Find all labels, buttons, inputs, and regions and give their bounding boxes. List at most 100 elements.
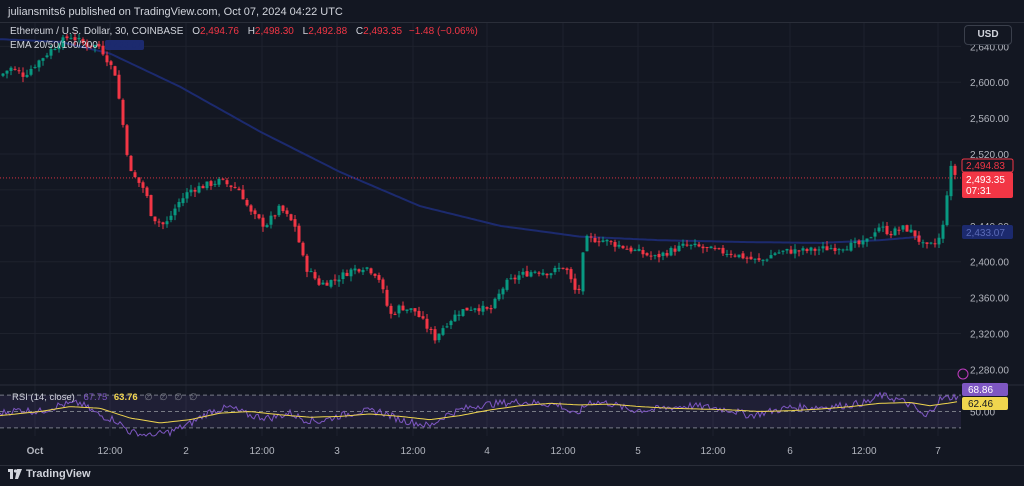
time-tick-label: 12:00 — [249, 446, 274, 457]
rsi-value: 67.75 — [83, 392, 108, 403]
candle-body — [605, 239, 609, 242]
candle-body — [741, 253, 745, 259]
candle-body — [805, 249, 809, 252]
candle-body — [733, 255, 737, 257]
candle-body — [401, 305, 405, 311]
candle-body — [337, 279, 341, 282]
candle-body — [613, 242, 617, 247]
candle-body — [765, 259, 769, 261]
candle-body — [249, 205, 253, 212]
candle-body — [405, 309, 409, 311]
candle-body — [345, 272, 349, 276]
rsi-label: RSI (14, close) — [12, 392, 75, 403]
candle-body — [929, 242, 933, 244]
rsi-ma-value-label: 62.46 — [968, 399, 993, 410]
candle-body — [909, 229, 913, 233]
time-tick-label: 12:00 — [550, 446, 575, 457]
candle-body — [497, 293, 501, 300]
time-tick-label: 4 — [484, 446, 490, 457]
candle-body — [313, 272, 317, 279]
candle-body — [45, 55, 49, 58]
candle-body — [709, 246, 713, 249]
candle-body — [449, 321, 453, 326]
candle-body — [21, 72, 25, 77]
candle-body — [797, 250, 801, 252]
ema-line — [0, 38, 922, 244]
candle-body — [577, 288, 581, 291]
ema-price-label: 2,433.07 — [966, 228, 1005, 239]
candle-body — [193, 189, 197, 192]
ema-legend[interactable]: EMA 20/50/100/200 2,433.07 — [10, 40, 144, 51]
candle-body — [221, 178, 225, 180]
candle-body — [721, 247, 725, 254]
candle-body — [429, 328, 433, 330]
ema-price-label-box — [962, 225, 1013, 240]
tradingview-logo[interactable]: TradingView — [8, 468, 91, 480]
candle-body — [525, 271, 529, 277]
candle-body — [585, 235, 589, 252]
candle-body — [117, 74, 121, 99]
chart-frame — [0, 22, 1024, 466]
rsi-empty-values: ∅ ∅ ∅ ∅ — [144, 392, 200, 403]
candle-body — [265, 225, 269, 228]
candle-body — [161, 222, 165, 225]
candle-body — [417, 310, 421, 317]
candle-body — [885, 225, 889, 235]
candle-body — [477, 308, 481, 312]
price-tick-label: 2,400.00 — [970, 258, 1009, 269]
candle-body — [785, 248, 789, 251]
candle-body — [593, 238, 597, 243]
candle-body — [65, 36, 69, 39]
candle-body — [333, 279, 337, 281]
candle-body — [865, 238, 869, 242]
candle-body — [145, 187, 149, 197]
candle-body — [325, 282, 329, 286]
candle-body — [377, 275, 381, 280]
candle-body — [609, 241, 613, 243]
candle-body — [881, 226, 885, 228]
rsi-ma-line — [0, 401, 958, 424]
candle-body — [289, 214, 293, 221]
candle-body — [917, 235, 921, 242]
candle-body — [701, 246, 705, 249]
candle-body — [197, 186, 201, 193]
time-tick-label: 12:00 — [97, 446, 122, 457]
rsi-legend[interactable]: RSI (14, close) 67.75 63.76 ∅ ∅ ∅ ∅ — [12, 392, 199, 403]
candle-body — [373, 273, 377, 276]
candle-body — [69, 37, 73, 39]
candle-body — [673, 248, 677, 252]
candle-body — [813, 248, 817, 251]
candle-body — [9, 67, 13, 71]
candle-body — [825, 246, 829, 251]
candle-body — [397, 305, 401, 314]
candle-body — [89, 45, 93, 47]
candle-body — [209, 181, 213, 186]
change-value: −1.48 (−0.06%) — [408, 26, 478, 37]
candle-body — [761, 259, 765, 261]
currency-button[interactable]: USD — [964, 25, 1012, 45]
candle-body — [93, 45, 97, 48]
candle-body — [453, 314, 457, 322]
candle-body — [777, 252, 781, 254]
candle-body — [421, 316, 425, 319]
candle-body — [485, 307, 489, 309]
tradingview-logo-icon — [8, 469, 22, 480]
candle-body — [177, 201, 181, 208]
candle-body — [309, 271, 313, 273]
candle-body — [893, 228, 897, 236]
candle-body — [109, 61, 113, 65]
candle-body — [561, 267, 565, 269]
candle-body — [305, 255, 309, 272]
candle-body — [217, 178, 221, 185]
candle-body — [237, 188, 241, 191]
candle-body — [729, 253, 733, 255]
candle-body — [877, 227, 881, 232]
time-tick-label: 6 — [787, 446, 793, 457]
candle-body — [81, 39, 85, 43]
candle-body — [169, 215, 173, 220]
candle-body — [745, 257, 749, 259]
candle-body — [873, 232, 877, 237]
candle-body — [29, 68, 33, 75]
candle-body — [537, 272, 541, 274]
